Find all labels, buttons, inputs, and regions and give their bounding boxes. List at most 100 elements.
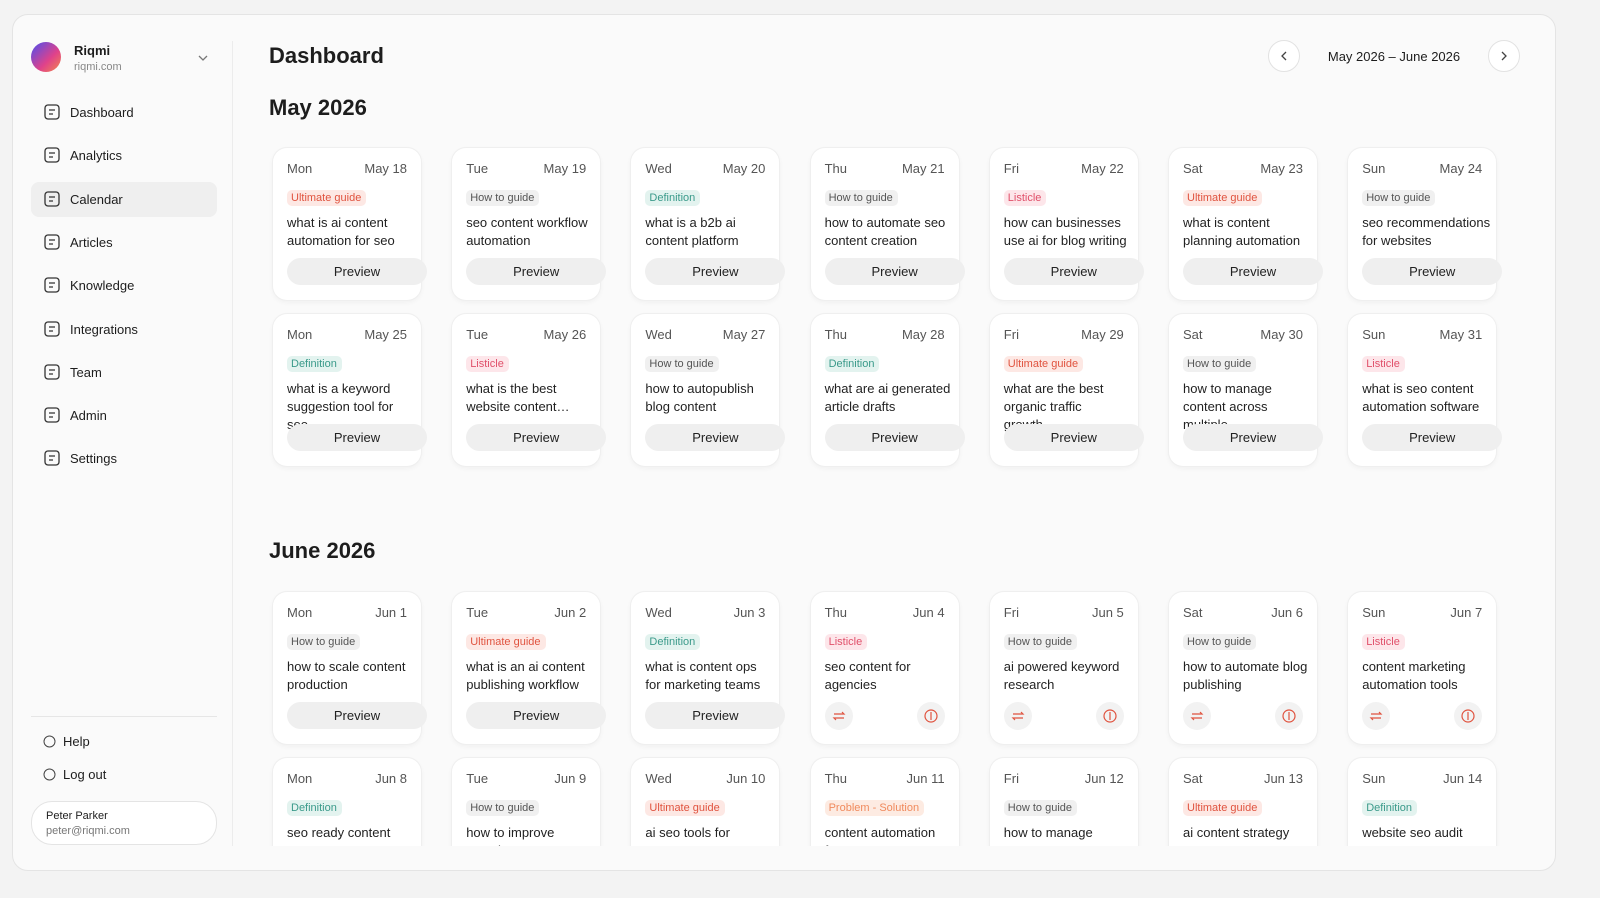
preview-button[interactable]: Preview: [645, 702, 786, 729]
sidebar-border: [232, 41, 233, 846]
day-card[interactable]: Sat Jun 13 Ultimate guide ai content strate…: [1169, 758, 1317, 846]
content-type-tag: Listicle: [466, 356, 509, 372]
error-button[interactable]: [1454, 702, 1483, 730]
weekday: Tue: [466, 605, 489, 620]
preview-button[interactable]: Preview: [466, 424, 607, 451]
weekday: Sun: [1362, 605, 1386, 620]
day-card[interactable]: Wed Jun 3 Definition what is content ops fo…: [631, 592, 786, 744]
article-title: how to automate seo content creation: [824, 215, 946, 248]
avatar: [31, 42, 61, 72]
day-card[interactable]: Tue Jun 9 How to guide how to improve searc…: [452, 758, 601, 846]
day-card[interactable]: Sat May 30 How to guide how to manage conte…: [1169, 314, 1323, 466]
preview-button[interactable]: Preview: [1003, 424, 1144, 451]
article-title: seo content workflow automation: [466, 215, 588, 248]
prev-button[interactable]: [1268, 40, 1300, 72]
day-card[interactable]: Fri May 29 Ultimate guide what are the best…: [989, 314, 1144, 466]
day-card[interactable]: Wed May 27 How to guide how to autopublish …: [631, 314, 786, 466]
nav-item[interactable]: Analytics: [31, 138, 217, 173]
nav-item[interactable]: Admin: [31, 398, 217, 433]
preview-button[interactable]: Preview: [466, 258, 607, 285]
day-card[interactable]: Sun Jun 7 Listicle content marketing automa…: [1348, 592, 1497, 744]
date: May 22: [1081, 161, 1124, 176]
preview-button[interactable]: Preview: [466, 702, 607, 729]
preview-button[interactable]: Preview: [1183, 258, 1323, 285]
error-button[interactable]: [916, 702, 945, 730]
preview-button[interactable]: Preview: [645, 424, 786, 451]
day-card[interactable]: Thu Jun 4 Listicle seo content for agencies: [810, 592, 959, 744]
day-card[interactable]: Fri Jun 12 How to guide how to manage: [989, 758, 1138, 846]
article-title: how to manage content across multiple…: [1183, 381, 1272, 432]
nav-item[interactable]: Team: [31, 355, 217, 390]
user-name: Riqmi: [74, 43, 111, 58]
dropdown-chevron[interactable]: [197, 52, 209, 64]
next-button[interactable]: [1488, 40, 1520, 72]
day-card[interactable]: Mon Jun 8 Definition seo ready content: [273, 758, 421, 846]
day-card[interactable]: Thu Jun 11 Problem - Solution content autom…: [810, 758, 959, 846]
weekday: Sat: [1183, 771, 1203, 786]
nav-item[interactable]: Articles: [31, 225, 217, 260]
day-card[interactable]: Thu May 21 How to guide how to automate seo…: [810, 148, 965, 300]
day-card[interactable]: Sun May 24 How to guide seo recommendations…: [1348, 148, 1503, 300]
preview-button[interactable]: Preview: [1003, 258, 1144, 285]
content-type-tag: How to guide: [287, 634, 361, 650]
preview-button[interactable]: Preview: [645, 258, 786, 285]
error-button[interactable]: [1095, 702, 1124, 730]
day-card[interactable]: Sat May 23 Ultimate guide what is content p…: [1169, 148, 1323, 300]
error-button[interactable]: [1275, 702, 1303, 730]
retry-button[interactable]: [1362, 702, 1391, 730]
date: Jun 6: [1271, 605, 1303, 620]
footer-label: Log out: [63, 767, 107, 782]
nav-icon: [44, 147, 60, 163]
weekday: Sun: [1362, 771, 1386, 786]
preview-button[interactable]: Preview: [287, 702, 427, 729]
footer-link[interactable]: Help: [43, 734, 90, 749]
date: May 21: [901, 161, 945, 176]
day-card[interactable]: Thu May 28 Definition what are ai generated…: [810, 314, 965, 466]
day-card[interactable]: Tue May 26 Listicle what is the best websit…: [452, 314, 607, 466]
nav-item[interactable]: Knowledge: [31, 268, 217, 303]
divider: [31, 716, 217, 717]
day-card[interactable]: Wed May 20 Definition what is a b2b ai cont…: [631, 148, 786, 300]
day-card[interactable]: Fri May 22 Listicle how can businesses use …: [989, 148, 1144, 300]
preview-button[interactable]: Preview: [824, 258, 965, 285]
retry-button[interactable]: [1183, 702, 1211, 730]
weekday: Tue: [466, 771, 489, 786]
date: May 20: [722, 161, 766, 176]
preview-button[interactable]: Preview: [1362, 424, 1503, 451]
day-card[interactable]: Mon May 25 Definition what is a keyword sug…: [273, 314, 427, 466]
retry-button[interactable]: [1003, 702, 1032, 730]
day-card[interactable]: Mon May 18 Ultimate guide what is ai conten…: [273, 148, 427, 300]
footer-link[interactable]: Log out: [43, 767, 106, 782]
weekday: Wed: [645, 161, 672, 176]
preview-button[interactable]: Preview: [1362, 258, 1503, 285]
day-card[interactable]: Fri Jun 5 How to guide ai powered keyword r…: [989, 592, 1138, 744]
day-card[interactable]: Tue Jun 2 Ultimate guide what is an ai cont…: [452, 592, 607, 744]
content-type-tag: How to guide: [824, 190, 898, 206]
preview-button[interactable]: Preview: [824, 424, 965, 451]
article-title: what is the best website content…: [466, 381, 570, 414]
content-type-tag: Listicle: [1362, 634, 1405, 650]
preview-button[interactable]: Preview: [287, 424, 427, 451]
nav-item[interactable]: Settings: [31, 441, 217, 476]
user-site: riqmi.com: [74, 61, 122, 73]
article-title: how to automate blog publishing: [1183, 659, 1308, 692]
day-card[interactable]: Sat Jun 6 How to guide how to automate blog…: [1169, 592, 1317, 744]
day-card[interactable]: Mon Jun 1 How to guide how to scale content…: [273, 592, 427, 744]
date: Jun 1: [375, 605, 407, 620]
content-type-tag: Definition: [645, 634, 701, 650]
nav-item[interactable]: Dashboard: [31, 95, 217, 130]
day-card[interactable]: Sun May 31 Listicle what is seo content aut…: [1348, 314, 1503, 466]
preview-button[interactable]: Preview: [287, 258, 427, 285]
date: May 25: [364, 327, 407, 342]
day-card[interactable]: Tue May 19 How to guide seo content workflo…: [452, 148, 607, 300]
preview-button[interactable]: Preview: [1183, 424, 1323, 451]
nav-item[interactable]: Integrations: [31, 312, 217, 347]
retry-button[interactable]: [824, 702, 853, 730]
day-card[interactable]: Sun Jun 14 Definition website seo audit: [1348, 758, 1497, 846]
date: Jun 14: [1443, 771, 1483, 786]
footer-icon: [43, 768, 56, 781]
nav-item[interactable]: Calendar: [31, 181, 217, 217]
account-box[interactable]: Peter Parker peter@riqmi.com: [31, 801, 217, 845]
day-card[interactable]: Wed Jun 10 Ultimate guide ai seo tools for: [631, 758, 780, 846]
article-title: what is ai content automation for seo: [287, 215, 395, 248]
